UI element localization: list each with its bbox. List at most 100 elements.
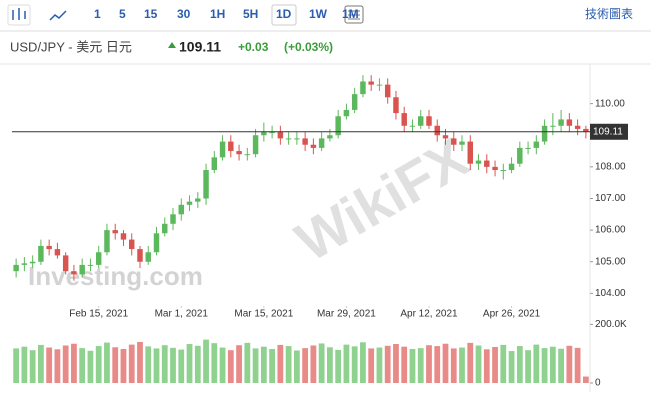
volume-bar bbox=[219, 347, 226, 383]
volume-bar bbox=[21, 346, 28, 383]
toolbar: 技術圖表 bbox=[0, 4, 651, 32]
candle-body bbox=[219, 141, 226, 158]
candle-body bbox=[525, 147, 531, 149]
y2-tick-label: 200.0K bbox=[595, 319, 627, 330]
volume-bar bbox=[178, 349, 185, 383]
candle-body bbox=[21, 263, 28, 265]
volume-bar bbox=[450, 348, 457, 383]
candle-body bbox=[384, 84, 391, 98]
interval-button[interactable]: 1 bbox=[94, 7, 101, 21]
candle-body bbox=[459, 141, 465, 145]
candle-body bbox=[418, 116, 424, 126]
volume-bar bbox=[335, 349, 342, 383]
volume-bar bbox=[566, 345, 573, 383]
volume-bar bbox=[252, 348, 259, 383]
candle-body bbox=[451, 138, 457, 145]
candle-body bbox=[269, 132, 275, 134]
x-tick-label: Feb 15, 2021 bbox=[69, 309, 128, 320]
volume-bar bbox=[38, 344, 44, 383]
candle-body bbox=[368, 81, 374, 85]
volume-bar bbox=[54, 349, 61, 383]
candle-body bbox=[38, 245, 44, 262]
volume-bar bbox=[409, 349, 416, 383]
volume-bar bbox=[293, 350, 300, 383]
volume-bar bbox=[459, 347, 465, 383]
volume-bar bbox=[87, 350, 94, 383]
x-tick-label: Apr 26, 2021 bbox=[483, 309, 541, 320]
interval-button[interactable]: 30 bbox=[177, 7, 191, 21]
chart-link[interactable]: 技術圖表 bbox=[585, 7, 633, 21]
candle-body bbox=[508, 163, 515, 171]
volume-bar bbox=[203, 339, 209, 383]
interval-button[interactable]: 5 bbox=[119, 7, 126, 21]
candle-body bbox=[153, 233, 160, 253]
candle-body bbox=[541, 125, 548, 142]
volume-bar bbox=[71, 343, 77, 383]
candle-body bbox=[351, 94, 358, 110]
candle-body bbox=[13, 264, 19, 272]
interval-button[interactable]: 1D bbox=[276, 7, 292, 21]
candle-icon-lines bbox=[12, 8, 26, 20]
candle-body bbox=[178, 204, 184, 215]
volume-bar bbox=[393, 344, 399, 383]
volume-bar bbox=[516, 346, 523, 383]
volume-bar bbox=[442, 343, 449, 383]
interval-active bbox=[271, 4, 297, 26]
interval-button[interactable]: 1W bbox=[309, 7, 328, 21]
price-label: 109.11 bbox=[593, 126, 623, 137]
line-icon[interactable] bbox=[49, 10, 67, 21]
candle-body bbox=[467, 141, 473, 164]
candle-body bbox=[393, 97, 399, 114]
candle-body bbox=[550, 125, 556, 127]
candle-body bbox=[170, 214, 176, 224]
candle-body bbox=[442, 135, 449, 139]
candle-body bbox=[434, 125, 440, 136]
volume-bar bbox=[574, 347, 581, 383]
volume-bar bbox=[170, 347, 176, 383]
candle-body bbox=[343, 109, 350, 117]
symbol: USD/JPY - 美元 日元 bbox=[10, 39, 132, 54]
volume-bar bbox=[302, 348, 309, 383]
candle-body bbox=[120, 233, 127, 240]
volume-bar bbox=[186, 344, 193, 383]
y2-tick-label: 0 bbox=[595, 378, 601, 389]
volume-bar bbox=[508, 351, 515, 383]
volume-bar bbox=[285, 346, 292, 383]
candle-body bbox=[360, 81, 366, 95]
plot: 104.00 105.00 106.00 107.00 108.00 110.00 200.… bbox=[12, 75, 628, 389]
candle-body bbox=[409, 125, 416, 127]
volume-bar bbox=[360, 342, 366, 383]
candle-body bbox=[46, 245, 52, 250]
volume-bar bbox=[541, 348, 548, 383]
volume-bar bbox=[475, 345, 482, 383]
volume-bar bbox=[343, 344, 350, 383]
volume-bar bbox=[153, 348, 160, 383]
interval-button[interactable]: 1H bbox=[210, 7, 225, 21]
candle-body bbox=[500, 170, 507, 172]
candle-body bbox=[244, 154, 251, 156]
last-price: 109.11 bbox=[179, 39, 221, 55]
x-tick-label: Mar 1, 2021 bbox=[155, 309, 209, 320]
volume-bar bbox=[558, 348, 564, 383]
volume-bar bbox=[376, 347, 383, 383]
volume-bar bbox=[236, 345, 242, 383]
candle-body bbox=[558, 119, 564, 126]
candle-body bbox=[145, 252, 151, 262]
y-tick-label: 106.00 bbox=[595, 225, 626, 236]
interval-button[interactable]: 5H bbox=[243, 7, 258, 21]
volume-bar bbox=[426, 345, 432, 383]
candle-body bbox=[129, 239, 135, 250]
candle-body bbox=[228, 141, 234, 152]
candle-body bbox=[236, 151, 242, 155]
candle-body bbox=[186, 201, 193, 205]
volume-bar bbox=[260, 346, 267, 383]
candle-body bbox=[203, 170, 209, 199]
volume-bar bbox=[368, 348, 375, 383]
watermark: Investing.com bbox=[28, 261, 203, 291]
interval-button[interactable]: 1M bbox=[342, 7, 359, 21]
candle-body bbox=[104, 230, 110, 253]
candle-body bbox=[62, 255, 69, 272]
interval-button[interactable]: 15 bbox=[144, 7, 158, 21]
